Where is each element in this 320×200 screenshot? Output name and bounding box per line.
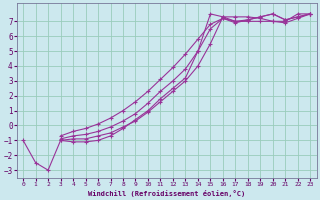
X-axis label: Windchill (Refroidissement éolien,°C): Windchill (Refroidissement éolien,°C): [88, 190, 245, 197]
